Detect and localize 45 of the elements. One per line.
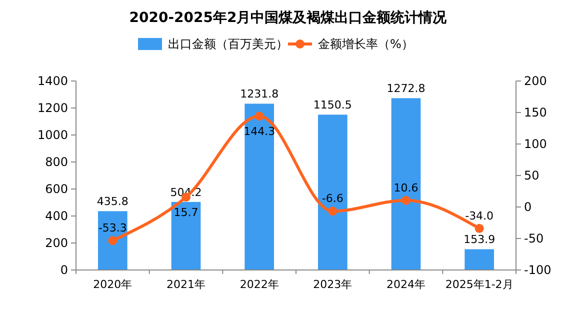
bar [464, 249, 494, 270]
x-tick-label: 2021年 [166, 278, 206, 291]
data-label: 153.9 [464, 233, 496, 246]
data-label: 1150.5 [313, 98, 352, 112]
y2-tick-label: -100 [524, 263, 552, 277]
legend-label: 金额增长率（%） [318, 37, 414, 51]
bar [318, 114, 348, 270]
x-tick-label: 2024年 [386, 278, 426, 291]
data-label: -53.3 [98, 222, 127, 235]
data-label: -6.6 [322, 192, 344, 206]
point [254, 112, 264, 121]
x-tick-label: 2023年 [313, 278, 352, 291]
x-tick-label: 2025年1-2月 [445, 278, 514, 291]
y2-tick-label: 50 [524, 168, 540, 182]
y2-tick-label: 200 [524, 74, 547, 88]
y-tick-label: 400 [45, 209, 68, 223]
x-tick-label: 2022年 [240, 278, 279, 291]
data-label: 15.7 [174, 206, 198, 220]
legend-label: 出口金额（百万美元） [168, 37, 288, 51]
y2-tick-label: 150 [524, 106, 547, 120]
point [402, 196, 410, 205]
data-label: 1231.8 [240, 88, 279, 101]
y-tick-label: 1400 [37, 74, 68, 88]
point [328, 206, 338, 216]
point [108, 236, 118, 246]
point [474, 224, 484, 233]
y2-tick-label: -50 [524, 232, 544, 246]
y-tick-label: 200 [45, 236, 68, 250]
bar [391, 98, 421, 270]
y2-tick-label: 100 [524, 137, 547, 151]
data-label: 10.6 [394, 181, 418, 194]
y-tick-label: 1200 [37, 101, 68, 115]
x-tick-label: 2020年 [93, 278, 132, 291]
bar [171, 202, 201, 270]
chart-title: 2020-2025年2月中国煤及褐煤出口金额统计情况 [129, 9, 448, 26]
bar [244, 104, 274, 270]
bar [98, 211, 128, 270]
y-tick-label: 0 [60, 263, 68, 277]
data-label: 1272.8 [386, 82, 426, 96]
y-tick-label: 600 [45, 182, 68, 196]
y-tick-label: 800 [45, 155, 68, 169]
data-label: -34.0 [465, 209, 494, 222]
y-tick-label: 1000 [37, 128, 68, 142]
data-label: 435.8 [96, 195, 128, 208]
y2-tick-label: 0 [524, 200, 532, 214]
